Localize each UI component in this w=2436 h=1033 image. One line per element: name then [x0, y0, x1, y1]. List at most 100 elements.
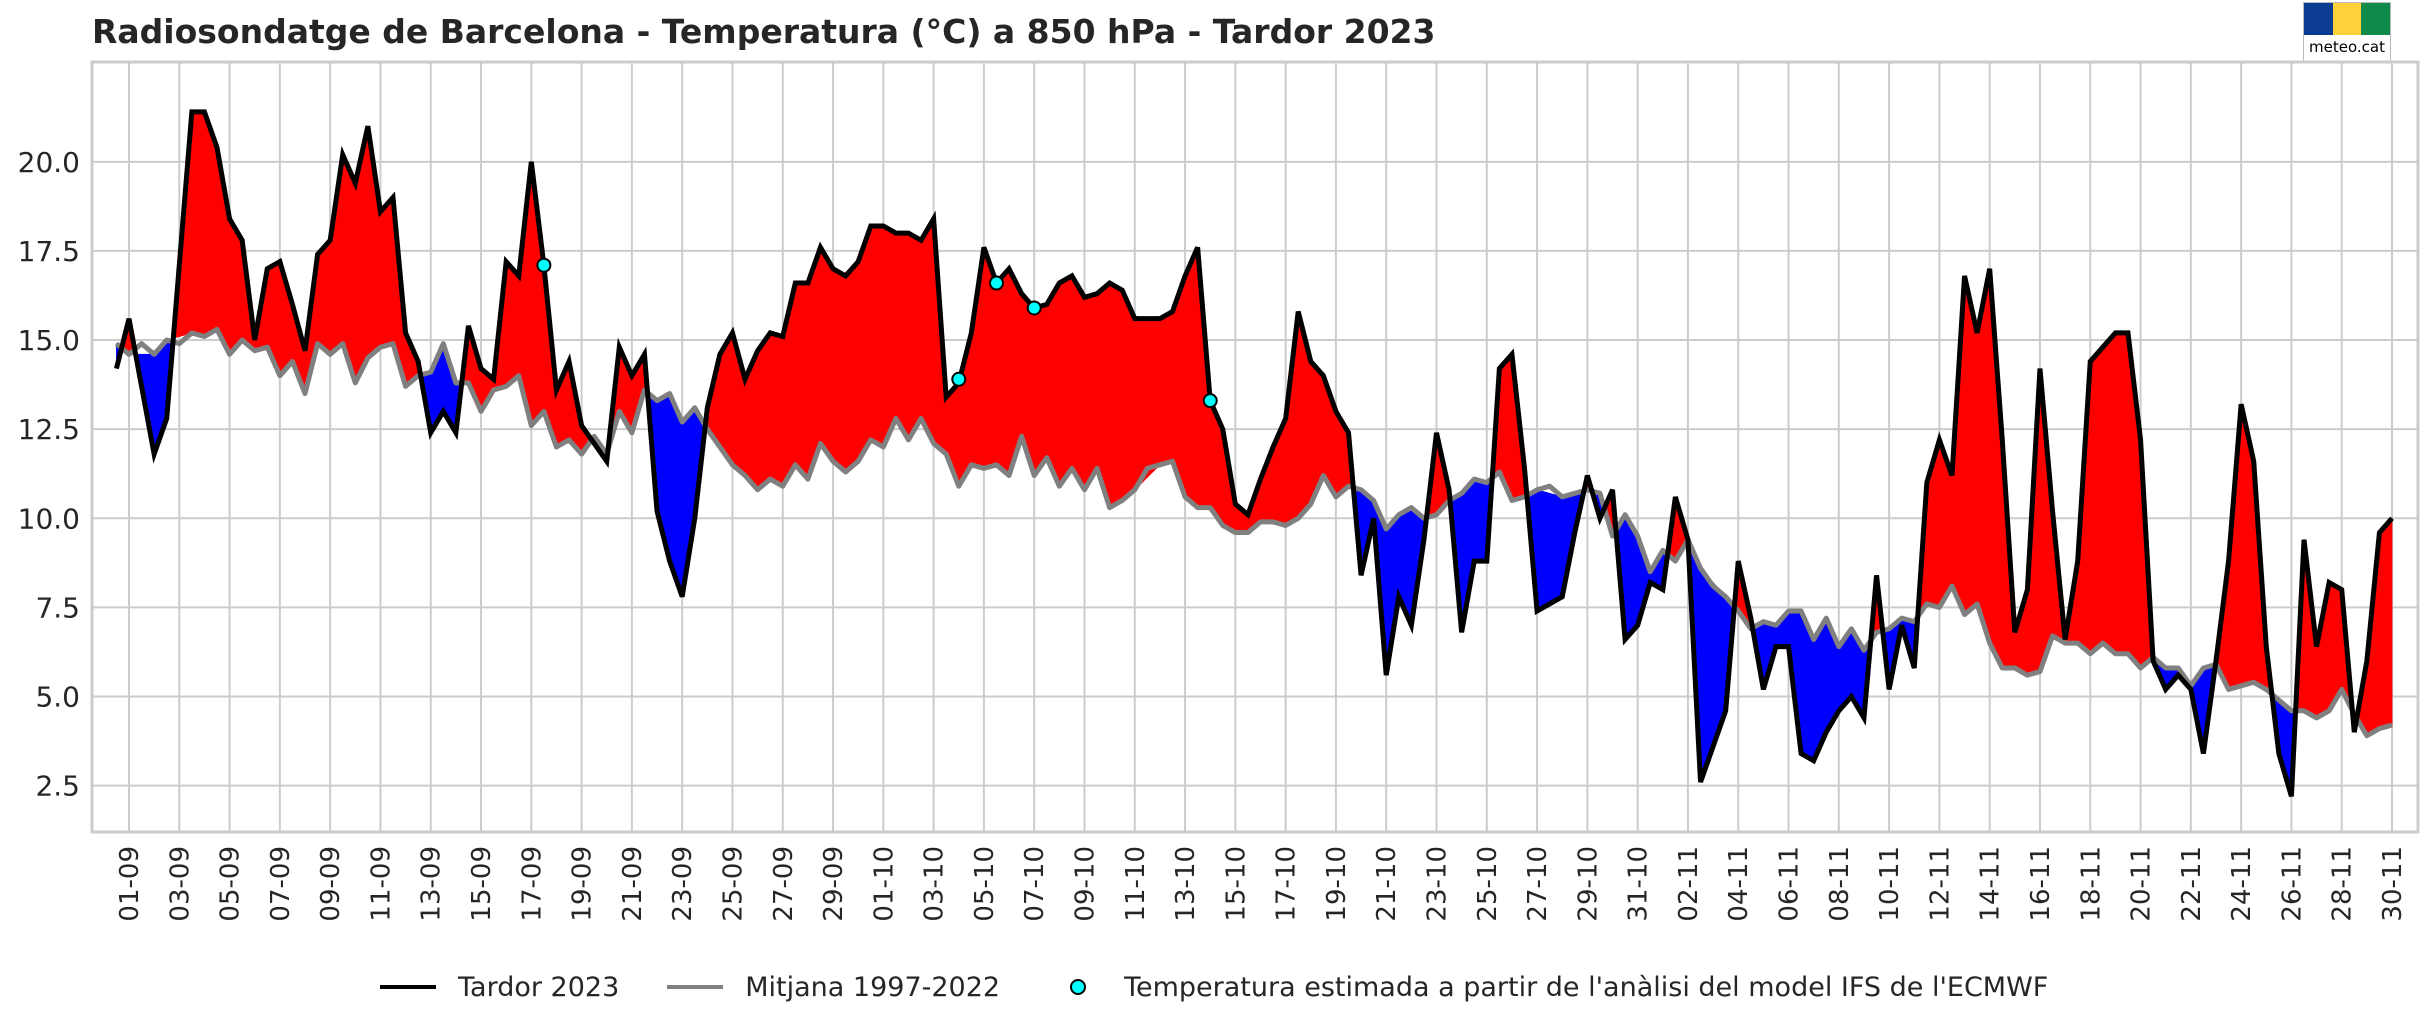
legend-label: Mitjana 1997-2022: [745, 971, 1001, 1003]
x-tick-label: 02-11: [1674, 846, 1704, 922]
grid-lines: [92, 62, 2418, 832]
legend-line-gray: [667, 985, 724, 989]
warm-anomaly-fill: [505, 260, 520, 388]
warm-anomaly-fill: [1159, 310, 1173, 466]
x-tick-label: 29-09: [819, 846, 849, 922]
x-tick-label: 08-11: [1825, 846, 1855, 922]
estimated-point: [951, 371, 967, 387]
warm-anomaly-fill: [769, 332, 784, 487]
cold-anomaly-fill: [1536, 489, 1563, 612]
x-tick-label: 27-09: [769, 846, 799, 922]
warm-anomaly-fill: [1109, 282, 1123, 509]
warm-anomaly-fill: [191, 111, 205, 338]
x-tick-label: 17-10: [1272, 846, 1302, 922]
warm-anomaly-fill: [832, 268, 847, 473]
x-tick-label: 28-11: [2328, 846, 2358, 922]
x-tick-label: 03-09: [165, 846, 195, 922]
y-tick-label: 7.5: [35, 591, 80, 624]
x-tick-label: 25-10: [1473, 846, 1503, 922]
x-tick-label: 25-09: [718, 846, 748, 922]
x-tick-label: 19-09: [568, 846, 598, 922]
estimated-point: [1026, 300, 1042, 316]
warm-anomaly-fill: [1033, 303, 1048, 477]
warm-anomaly-fill: [920, 217, 935, 444]
warm-anomaly-fill: [2115, 332, 2129, 655]
logo-band-blue: [2304, 3, 2333, 35]
x-tick-label: 06-11: [1775, 846, 1805, 922]
x-tick-labels: 01-09 03-09 05-09 07-09 09-09 11-09 13-09 15-09…: [115, 846, 2408, 922]
warm-anomaly-fill: [2379, 517, 2393, 730]
x-tick-label: 03-10: [920, 846, 950, 922]
x-tick-label: 09-09: [316, 846, 346, 922]
meteocat-logo: meteo.cat: [2303, 2, 2391, 62]
x-tick-label: 07-09: [266, 846, 296, 922]
x-tick-label: 04-11: [1724, 846, 1754, 922]
plot-frame: [90, 60, 2420, 834]
warm-anomaly-fill: [1046, 281, 1060, 487]
warm-anomaly-fill: [794, 282, 809, 481]
cold-anomaly-fill: [1473, 478, 1488, 562]
x-tick-label: 22-11: [2177, 846, 2207, 922]
legend-line-black: [380, 985, 436, 989]
x-tick-label: 17-09: [517, 846, 547, 922]
y-tick-label: 5.0: [35, 681, 80, 714]
warm-anomaly-fill: [870, 225, 884, 448]
x-tick-label: 07-10: [1020, 846, 1050, 922]
legend-label: Temperatura estimada a partir de l'anàli…: [1124, 971, 2049, 1003]
x-tick-label: 05-09: [216, 846, 246, 922]
x-tick-label: 18-11: [2076, 846, 2106, 922]
warm-anomaly-fill: [996, 267, 1010, 477]
warm-anomaly-fill: [2089, 346, 2104, 655]
warm-anomaly-fill: [820, 245, 834, 463]
x-tick-label: 27-10: [1523, 846, 1553, 922]
warm-anomaly-fill: [1121, 289, 1136, 502]
y-tick-label: 10.0: [18, 502, 80, 535]
x-tick-label: 09-10: [1070, 846, 1100, 922]
warm-anomaly-fill: [845, 260, 859, 473]
y-tick-label: 12.5: [18, 413, 80, 446]
x-tick-label: 23-10: [1423, 846, 1453, 922]
mitjana-line: [114, 326, 2393, 739]
warm-anomaly-fill: [1184, 247, 1199, 509]
x-tick-label: 05-10: [970, 846, 1000, 922]
x-tick-label: 29-10: [1573, 846, 1603, 922]
x-tick-label: 23-09: [668, 846, 698, 922]
estimated-point: [988, 275, 1004, 291]
warm-anomaly-fill: [1071, 274, 1085, 492]
y-tick-label: 20.0: [18, 146, 80, 179]
x-tick-label: 01-10: [869, 846, 899, 922]
series-lines: [114, 109, 2394, 798]
x-tick-label: 13-10: [1171, 846, 1201, 922]
x-tick-label: 01-09: [115, 846, 145, 922]
warm-anomaly-fill: [2102, 331, 2116, 655]
x-tick-label: 15-09: [467, 846, 497, 922]
legend-dot-cyan: [1070, 979, 1087, 995]
x-tick-label: 24-11: [2227, 846, 2257, 922]
axes-frame: [90, 60, 2420, 834]
legend-item-mitjana: Mitjana 1997-2022: [667, 972, 1000, 1003]
x-tick-label: 31-10: [1624, 846, 1654, 922]
logo-cloud-icon: [2361, 3, 2391, 35]
y-tick-labels: 2.5 5.0 7.5 10.0 12.5 15.0 17.5 20.0: [18, 146, 80, 803]
x-tick-label: 15-10: [1221, 846, 1251, 922]
x-tick-label: 26-11: [2277, 846, 2307, 922]
warm-anomaly-fill: [380, 196, 394, 348]
warm-anomaly-fill: [1058, 275, 1073, 488]
x-tick-label: 14-11: [1976, 846, 2006, 922]
x-tick-label: 11-10: [1121, 846, 1151, 922]
x-tick-label: 16-11: [2026, 846, 2056, 922]
estimated-points: [536, 257, 1218, 409]
y-tick-label: 15.0: [18, 324, 80, 357]
x-tick-label: 11-09: [366, 846, 396, 922]
warm-anomaly-fill: [895, 232, 909, 442]
y-tick-label: 17.5: [18, 235, 80, 268]
tardor-2023-line: [114, 109, 2394, 798]
chart-svg: 2.5 5.0 7.5 10.0 12.5 15.0 17.5 20.0 01-09 03-09…: [18, 60, 2420, 922]
estimated-point: [536, 257, 552, 273]
warm-anomaly-fill: [882, 225, 897, 448]
x-tick-label: 20-11: [2127, 846, 2157, 922]
x-tick-label: 21-10: [1372, 846, 1402, 922]
logo-sun-icon: [2332, 3, 2362, 35]
x-tick-label: 30-11: [2378, 846, 2408, 922]
x-tick-label: 21-09: [618, 846, 648, 922]
